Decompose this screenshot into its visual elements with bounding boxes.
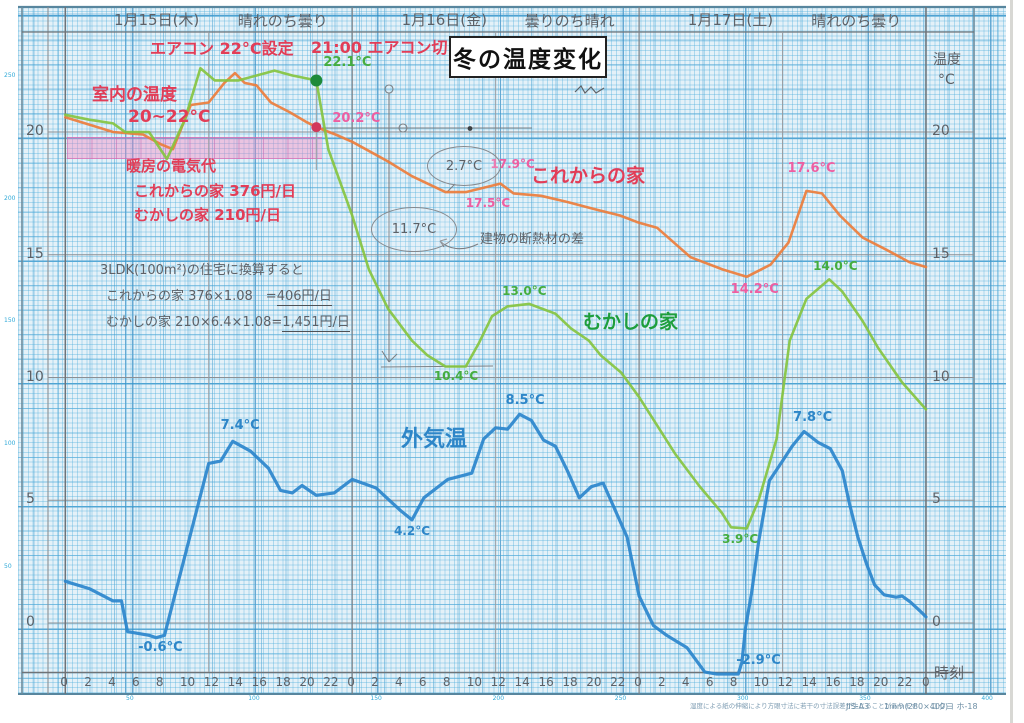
paper-footer-spec-brand: コクヨ ホ-18 — [930, 702, 978, 711]
paper-footer-spec-size: 1mm(280×400) — [884, 702, 949, 711]
series-line-old-house — [64, 66, 928, 530]
note-arrow-head-a — [439, 238, 448, 242]
highlight-band-aircon-period — [67, 137, 322, 159]
paper-footer-disclaimer: 湿度による紙の伸縮により方眼寸法に若干の寸法誤差が生じることがあります — [690, 702, 918, 710]
chart-title: 冬の温度変化 — [453, 47, 603, 73]
marker-dot-future-house — [311, 122, 322, 133]
dim-dot-mark — [467, 126, 473, 131]
series-line-future-house — [64, 71, 928, 279]
dim-circle-mark — [398, 123, 408, 133]
pencil-scribble — [574, 85, 605, 94]
graph-paper — [18, 6, 1006, 695]
dim-circle-top — [384, 84, 394, 94]
paper-footer-spec-jis: JIS-A3 — [846, 702, 870, 711]
marker-dot-old-house — [310, 74, 323, 87]
scan-edge-shadow — [1010, 0, 1013, 723]
series-line-outdoor — [63, 412, 928, 676]
note-arrow-head-b — [439, 240, 445, 248]
dim-arrow-a — [381, 350, 390, 363]
chart-title-box: 冬の温度変化 — [449, 36, 607, 78]
dim-arrow-b — [388, 353, 398, 363]
note-arrow — [439, 240, 479, 250]
dim-line-104-level — [380, 365, 494, 368]
